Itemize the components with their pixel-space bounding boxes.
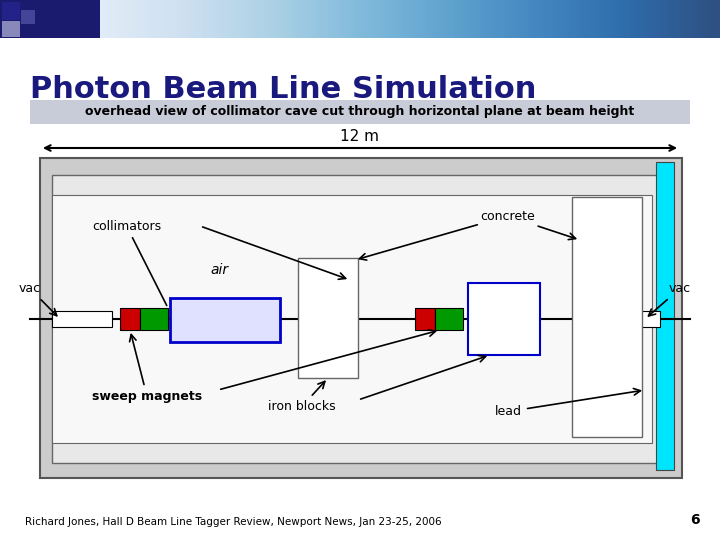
Bar	[30, 100, 690, 124]
Bar	[52, 195, 652, 443]
Text: 12 m: 12 m	[341, 129, 379, 144]
Text: iron blocks: iron blocks	[268, 381, 336, 413]
Bar	[140, 308, 168, 330]
Bar	[21, 10, 35, 24]
Text: Photon Beam Line Simulation: Photon Beam Line Simulation	[30, 75, 536, 104]
Bar	[40, 158, 682, 478]
Text: overhead view of collimator cave cut through horizontal plane at beam height: overhead view of collimator cave cut thr…	[86, 105, 634, 118]
Bar	[610, 311, 660, 327]
Bar	[0, 0, 100, 38]
Bar	[572, 197, 642, 437]
Text: concrete: concrete	[480, 210, 575, 240]
Text: air: air	[210, 263, 228, 277]
Bar	[120, 308, 140, 330]
Bar	[468, 283, 540, 355]
Bar	[2, 21, 20, 37]
Text: vac: vac	[19, 282, 57, 316]
Text: 6: 6	[690, 513, 700, 527]
Bar	[415, 308, 435, 330]
Text: sweep magnets: sweep magnets	[92, 334, 202, 403]
Text: Richard Jones, Hall D Beam Line Tagger Review, Newport News, Jan 23-25, 2006: Richard Jones, Hall D Beam Line Tagger R…	[25, 517, 441, 527]
Bar	[435, 308, 463, 330]
Bar	[52, 175, 670, 463]
Text: lead: lead	[495, 388, 640, 418]
Bar	[2, 2, 20, 20]
Bar	[170, 298, 280, 342]
Text: collimators: collimators	[92, 219, 167, 306]
Text: vac: vac	[649, 282, 691, 316]
Bar	[298, 258, 358, 378]
Bar	[52, 311, 112, 327]
Bar	[656, 162, 674, 470]
